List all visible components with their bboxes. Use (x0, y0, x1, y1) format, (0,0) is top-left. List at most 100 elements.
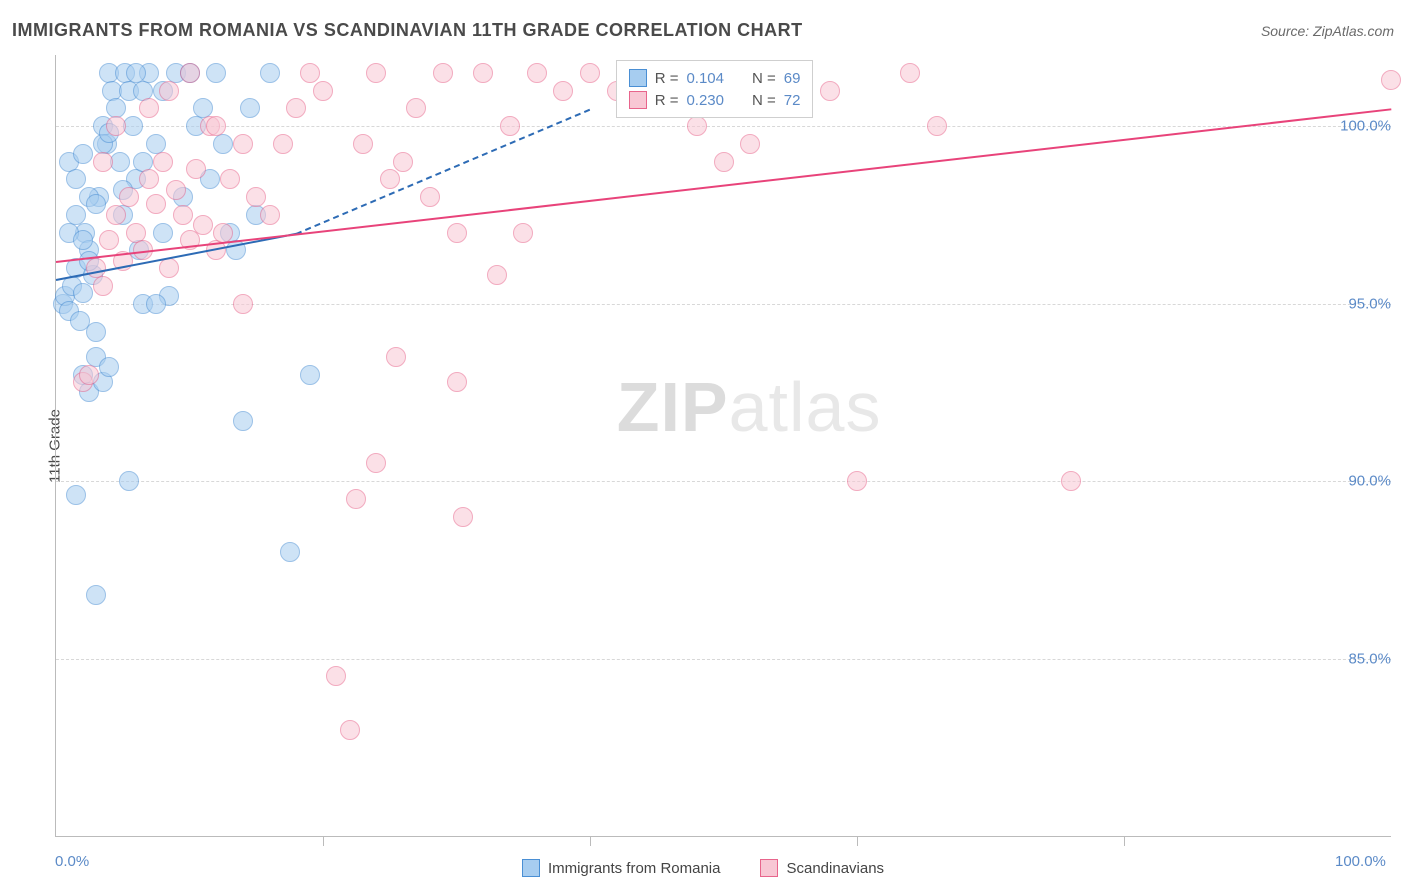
data-point (260, 63, 280, 83)
data-point (220, 169, 240, 189)
data-point (123, 116, 143, 136)
chart-title: IMMIGRANTS FROM ROMANIA VS SCANDINAVIAN … (12, 20, 803, 41)
legend-item-scandinavians: Scandinavians (760, 859, 884, 877)
data-point (527, 63, 547, 83)
data-point (313, 81, 333, 101)
data-point (340, 720, 360, 740)
data-point (159, 81, 179, 101)
gridline (56, 304, 1391, 305)
data-point (927, 116, 947, 136)
stats-legend-row: R =0.104N =69 (629, 67, 801, 89)
data-point (193, 215, 213, 235)
data-point (240, 98, 260, 118)
legend-item-romania: Immigrants from Romania (522, 859, 721, 877)
x-tick-label: 100.0% (1335, 853, 1386, 870)
data-point (66, 485, 86, 505)
bottom-legend: Immigrants from Romania Scandinavians (0, 859, 1406, 877)
data-point (166, 180, 186, 200)
data-point (180, 63, 200, 83)
data-point (847, 471, 867, 491)
legend-label-romania: Immigrants from Romania (548, 860, 721, 877)
data-point (420, 187, 440, 207)
stat-r-label: R = (655, 92, 679, 109)
data-point (159, 258, 179, 278)
data-point (153, 223, 173, 243)
data-point (453, 507, 473, 527)
y-tick-label: 95.0% (1348, 295, 1391, 312)
stat-n-label: N = (752, 70, 776, 87)
data-point (346, 489, 366, 509)
data-point (260, 205, 280, 225)
data-point (553, 81, 573, 101)
swatch-romania (522, 859, 540, 877)
data-point (99, 230, 119, 250)
data-point (487, 265, 507, 285)
swatch-icon (629, 91, 647, 109)
data-point (500, 116, 520, 136)
data-point (386, 347, 406, 367)
data-point (206, 116, 226, 136)
y-tick-label: 100.0% (1340, 118, 1391, 135)
data-point (153, 152, 173, 172)
data-point (119, 187, 139, 207)
data-point (1061, 471, 1081, 491)
data-point (900, 63, 920, 83)
data-point (206, 63, 226, 83)
data-point (273, 134, 293, 154)
data-point (513, 223, 533, 243)
stat-n-value: 69 (784, 70, 801, 87)
swatch-scandinavians (760, 859, 778, 877)
chart-source: Source: ZipAtlas.com (1261, 23, 1394, 39)
data-point (300, 365, 320, 385)
data-point (366, 63, 386, 83)
data-point (447, 372, 467, 392)
data-point (246, 187, 266, 207)
data-point (139, 169, 159, 189)
data-point (1381, 70, 1401, 90)
stat-r-value: 0.230 (686, 92, 724, 109)
gridline (56, 481, 1391, 482)
stat-n-label: N = (752, 92, 776, 109)
data-point (93, 276, 113, 296)
data-point (393, 152, 413, 172)
y-tick-label: 90.0% (1348, 473, 1391, 490)
data-point (66, 205, 86, 225)
data-point (93, 152, 113, 172)
y-tick-label: 85.0% (1348, 650, 1391, 667)
data-point (110, 152, 130, 172)
data-point (186, 159, 206, 179)
data-point (687, 116, 707, 136)
gridline (56, 126, 1391, 127)
data-point (740, 134, 760, 154)
x-tick (857, 836, 858, 846)
data-point (286, 98, 306, 118)
data-point (173, 205, 193, 225)
data-point (433, 63, 453, 83)
data-point (139, 98, 159, 118)
chart-header: IMMIGRANTS FROM ROMANIA VS SCANDINAVIAN … (12, 20, 1394, 41)
data-point (99, 357, 119, 377)
x-tick (323, 836, 324, 846)
data-point (119, 471, 139, 491)
watermark: ZIPatlas (617, 367, 882, 447)
data-point (73, 230, 93, 250)
data-point (714, 152, 734, 172)
data-point (326, 666, 346, 686)
stats-legend: R =0.104N =69R =0.230N =72 (616, 60, 814, 118)
stat-r-value: 0.104 (686, 70, 724, 87)
data-point (473, 63, 493, 83)
stats-legend-row: R =0.230N =72 (629, 89, 801, 111)
plot-area: ZIPatlas (55, 55, 1391, 837)
x-tick (1124, 836, 1125, 846)
legend-label-scandinavians: Scandinavians (786, 860, 884, 877)
x-tick (590, 836, 591, 846)
data-point (86, 194, 106, 214)
data-point (213, 223, 233, 243)
x-tick-label: 0.0% (55, 853, 89, 870)
data-point (233, 134, 253, 154)
data-point (580, 63, 600, 83)
data-point (106, 116, 126, 136)
data-point (213, 134, 233, 154)
data-point (366, 453, 386, 473)
data-point (300, 63, 320, 83)
